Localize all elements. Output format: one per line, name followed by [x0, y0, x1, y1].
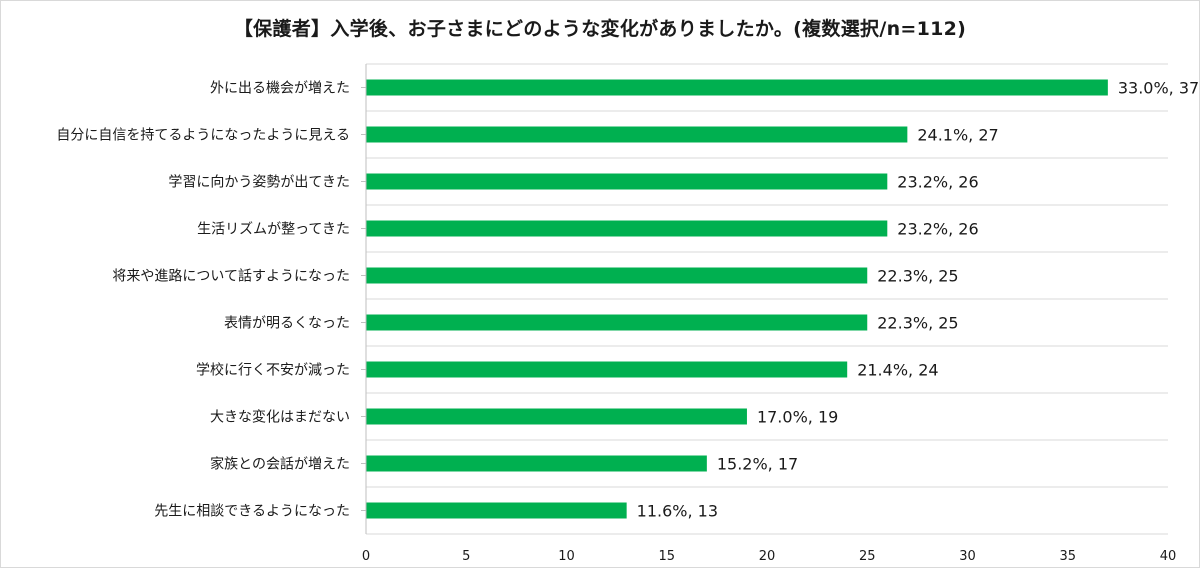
category-label: 学習に向かう姿勢が出てきた [168, 175, 350, 191]
x-tick-label: 15 [658, 549, 675, 564]
category-label: 将来や進路について話すようになった [112, 268, 350, 285]
x-tick-label: 25 [859, 549, 876, 564]
x-tick-label: 10 [558, 549, 575, 564]
bar [366, 126, 908, 143]
bar [366, 361, 848, 378]
data-label: 22.3%, 25 [877, 314, 958, 333]
bar [366, 502, 627, 519]
category-label: 先生に相談できるようになった [154, 504, 350, 520]
data-label: 23.2%, 26 [897, 173, 978, 192]
x-tick-label: 40 [1160, 549, 1177, 564]
bar [366, 220, 888, 237]
data-label: 22.3%, 25 [877, 267, 958, 286]
chart-title: 【保護者】入学後、お子さまにどのような変化がありましたか。(複数選択/n=112… [233, 18, 967, 40]
x-tick-label: 5 [462, 549, 470, 564]
data-label: 15.2%, 17 [717, 455, 798, 474]
category-label: 家族との会話が増えた [210, 456, 350, 473]
category-label: 学校に行く不安が減った [196, 362, 350, 379]
grid-layer [366, 63, 1168, 535]
bar [366, 455, 707, 472]
data-label: 21.4%, 24 [857, 361, 938, 380]
bar [366, 173, 888, 190]
x-tick-label: 35 [1059, 549, 1076, 564]
category-label: 表情が明るくなった [224, 316, 350, 332]
bar [366, 314, 868, 331]
category-label: 外に出る機会が増えた [210, 81, 350, 97]
bar [366, 267, 868, 284]
x-tick-label: 20 [759, 549, 776, 564]
data-label: 11.6%, 13 [637, 502, 718, 521]
x-tick-label: 0 [362, 549, 370, 564]
category-label: 生活リズムが整ってきた [197, 222, 350, 238]
bar [366, 79, 1108, 96]
category-label: 大きな変化はまだない [210, 409, 350, 426]
label-layer: 外に出る機会が増えた 33.0%, 37 自分に自信を持てるようになったように見える… [56, 79, 1199, 521]
data-label: 24.1%, 27 [917, 126, 998, 145]
data-label: 33.0%, 37 [1118, 79, 1199, 98]
data-label: 23.2%, 26 [897, 220, 978, 239]
x-tick-label: 30 [959, 549, 976, 564]
category-label: 自分に自信を持てるようになったように見える [56, 128, 350, 144]
bar-layer [366, 79, 1108, 519]
bar [366, 408, 747, 425]
data-label: 17.0%, 19 [757, 408, 838, 427]
axis-layer: 0 5 10 15 20 25 30 35 40 [361, 64, 1176, 564]
